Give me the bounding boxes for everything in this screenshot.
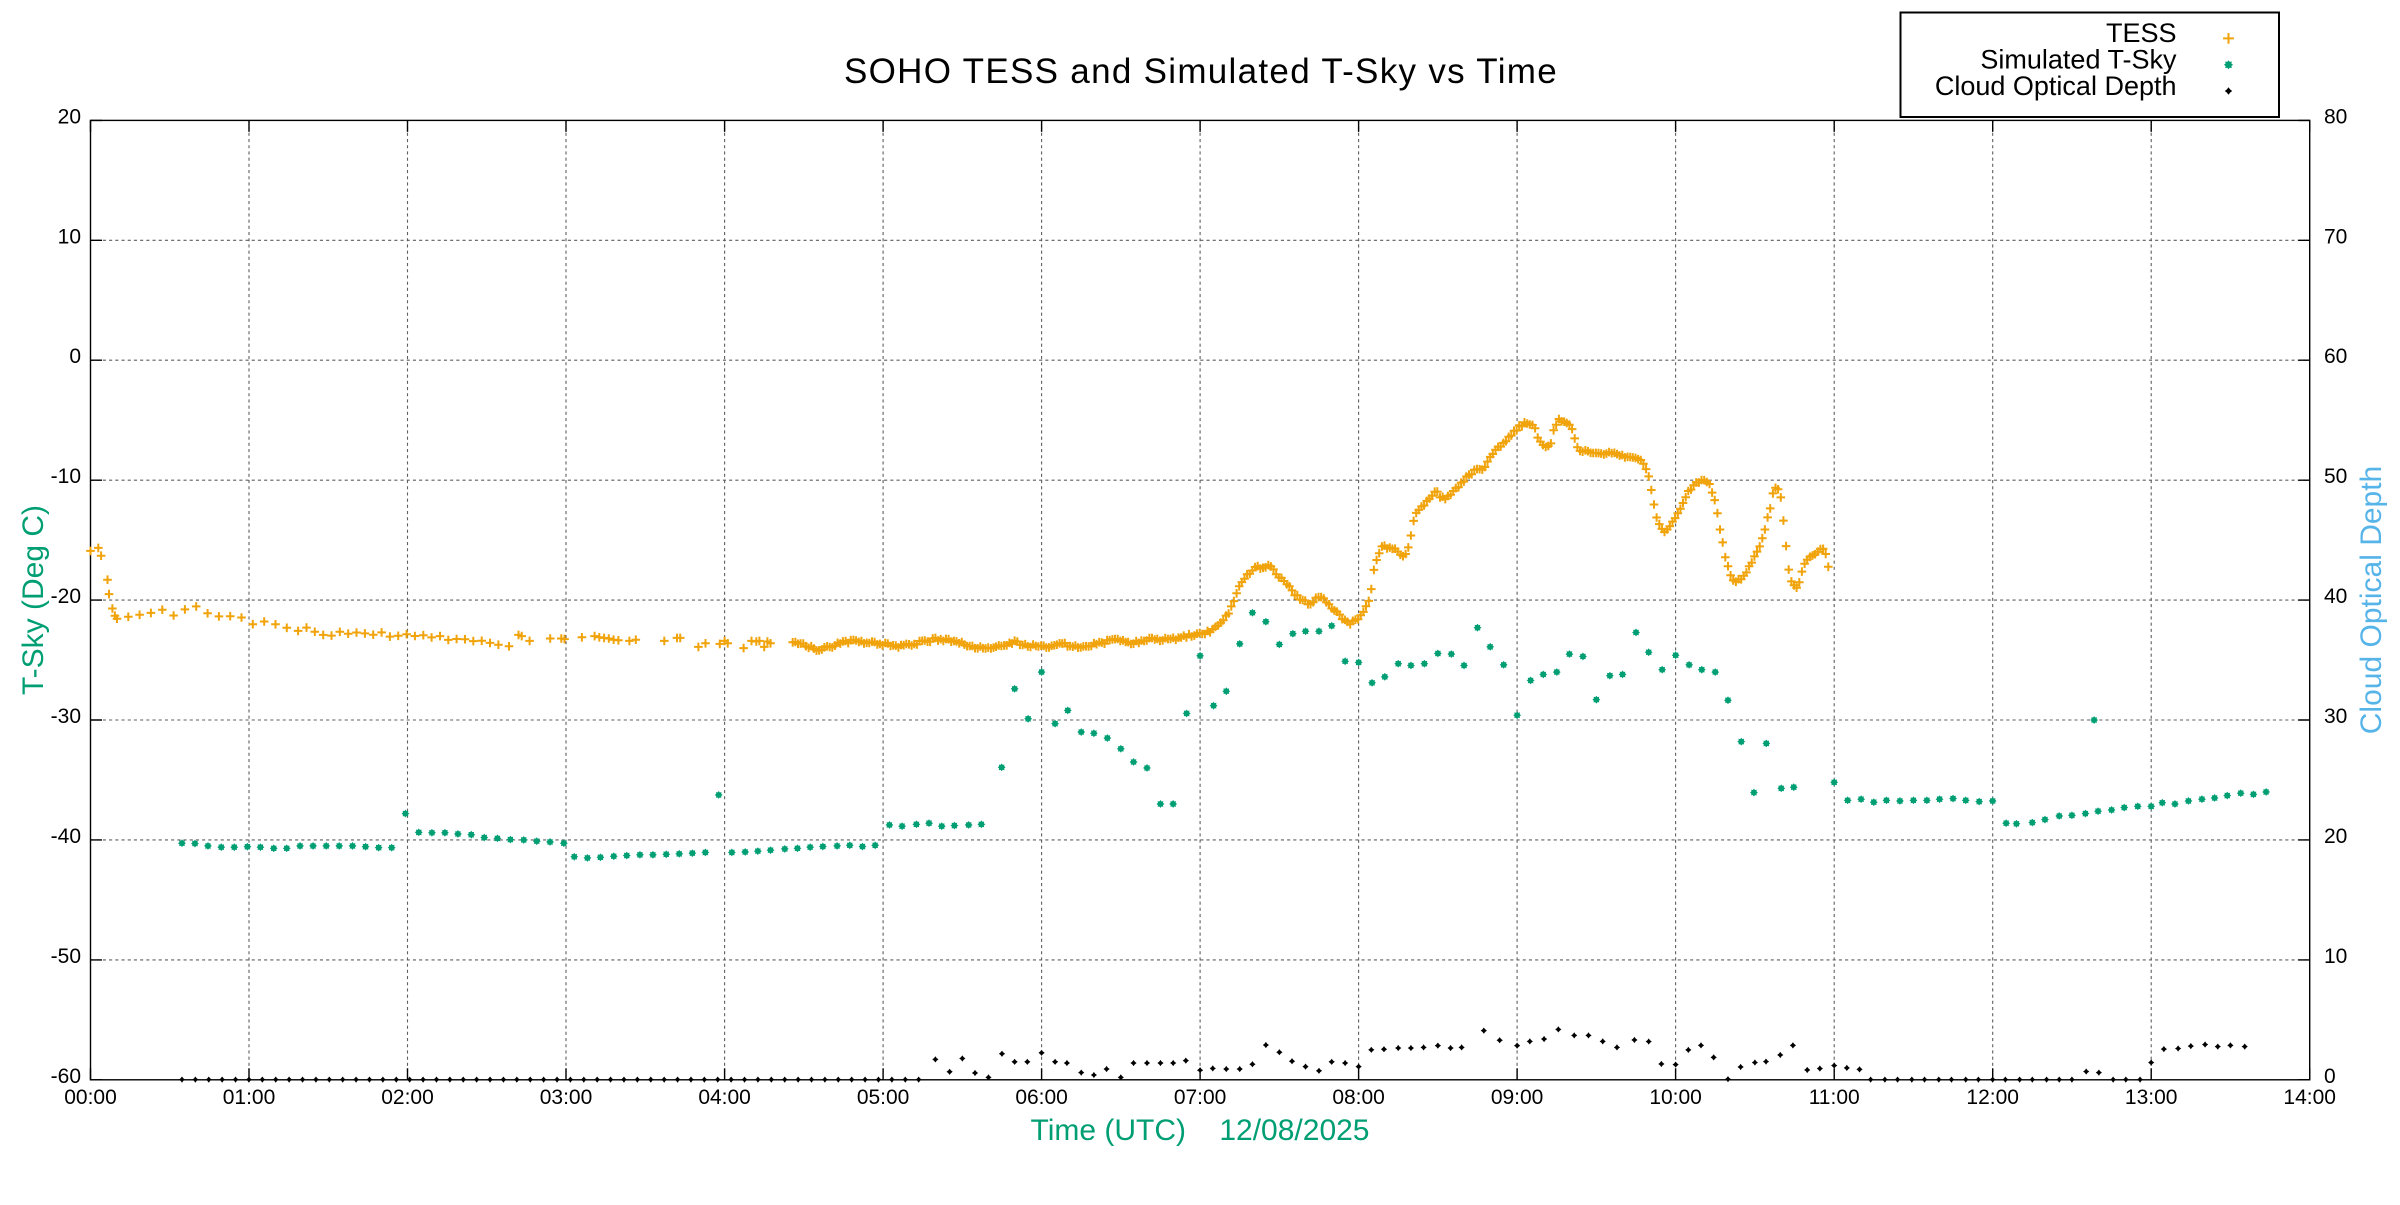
svg-text:80: 80	[2324, 105, 2347, 128]
svg-text:T-Sky (Deg C): T-Sky (Deg C)	[17, 505, 50, 695]
svg-text:04:00: 04:00	[698, 1086, 751, 1109]
svg-text:-10: -10	[51, 465, 81, 488]
svg-text:05:00: 05:00	[857, 1086, 910, 1109]
svg-text:07:00: 07:00	[1174, 1086, 1227, 1109]
svg-text:60: 60	[2324, 345, 2347, 368]
svg-text:70: 70	[2324, 225, 2347, 248]
svg-text:10: 10	[2324, 945, 2347, 968]
svg-text:06:00: 06:00	[1015, 1086, 1068, 1109]
svg-text:0: 0	[2324, 1065, 2336, 1088]
svg-text:-30: -30	[51, 705, 81, 728]
svg-text:Simulated T-Sky: Simulated T-Sky	[1980, 45, 2177, 75]
svg-text:30: 30	[2324, 705, 2347, 728]
svg-text:09:00: 09:00	[1491, 1086, 1544, 1109]
svg-text:-50: -50	[51, 945, 81, 968]
svg-text:20: 20	[2324, 825, 2347, 848]
svg-text:Cloud Optical Depth: Cloud Optical Depth	[2355, 466, 2388, 734]
svg-text:00:00: 00:00	[64, 1086, 117, 1109]
svg-text:02:00: 02:00	[381, 1086, 434, 1109]
svg-text:11:00: 11:00	[1809, 1086, 1860, 1109]
svg-text:08:00: 08:00	[1332, 1086, 1385, 1109]
svg-text:13:00: 13:00	[2125, 1086, 2178, 1109]
svg-text:12:00: 12:00	[1966, 1086, 2019, 1109]
svg-text:SOHO TESS and Simulated T-Sky: SOHO TESS and Simulated T-Sky vs Time	[844, 52, 1558, 91]
svg-text:01:00: 01:00	[223, 1086, 276, 1109]
svg-text:10: 10	[58, 225, 81, 248]
svg-text:Cloud Optical Depth: Cloud Optical Depth	[1935, 71, 2177, 101]
svg-text:-40: -40	[51, 825, 81, 848]
svg-text:-60: -60	[51, 1065, 81, 1088]
svg-text:Time (UTC) 12/08/2025: Time (UTC) 12/08/2025	[1030, 1114, 1369, 1147]
svg-text:40: 40	[2324, 585, 2347, 608]
svg-text:10:00: 10:00	[1649, 1086, 1702, 1109]
svg-text:03:00: 03:00	[540, 1086, 593, 1109]
svg-text:14:00: 14:00	[2283, 1086, 2336, 1109]
svg-text:-20: -20	[51, 585, 81, 608]
svg-text:20: 20	[58, 105, 81, 128]
svg-text:50: 50	[2324, 465, 2347, 488]
svg-text:0: 0	[69, 345, 81, 368]
svg-text:TESS: TESS	[2106, 18, 2177, 48]
